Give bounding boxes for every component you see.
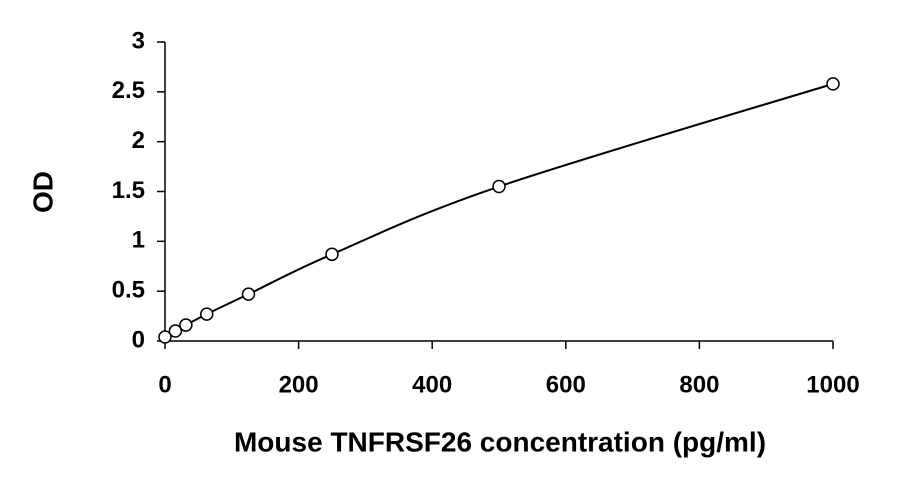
y-tick-label: 2.5 [112,77,145,104]
y-tick-label: 0 [132,326,145,353]
x-tick-label: 0 [158,371,171,398]
x-tick-label: 400 [412,371,452,398]
y-tick-label: 1.5 [112,177,145,204]
y-tick-label: 1 [132,227,145,254]
data-point [241,287,256,301]
x-tick-label: 800 [679,371,719,398]
data-point [158,330,172,344]
y-tick-label: 0.5 [112,277,145,304]
y-axis-title: OD [27,171,58,213]
data-point [325,247,339,262]
y-tick-label: 2 [132,127,145,154]
data-point [492,179,506,194]
x-tick-label: 200 [279,371,319,398]
x-tick-label: 600 [546,371,586,398]
x-tick-label: 1000 [806,371,859,398]
x-axis-title: Mouse TNFRSF26 concentration (pg/ml) [234,426,766,457]
data-point [168,324,183,338]
fit-curve [164,82,834,338]
y-tick-label: 3 [132,27,145,54]
data-point [179,318,193,332]
data-point [826,77,840,91]
data-point [200,307,214,321]
